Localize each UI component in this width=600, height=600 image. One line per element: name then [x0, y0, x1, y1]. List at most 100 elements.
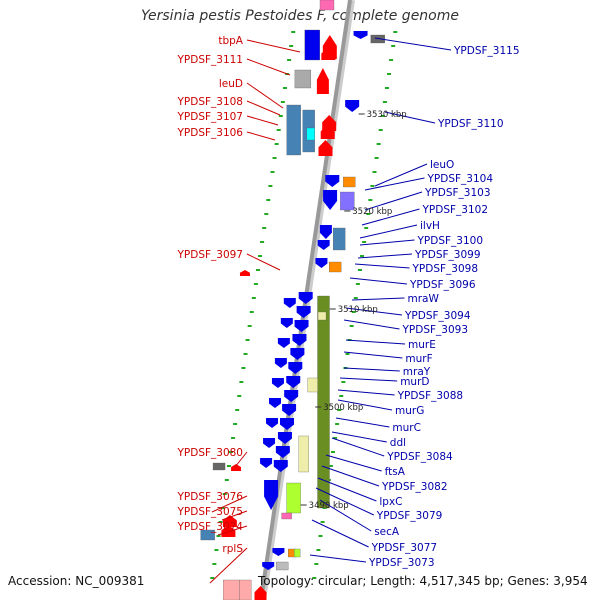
gene-label-right: YPDSF_3094 — [404, 310, 471, 322]
gene-label-left: YPDSF_3106 — [176, 127, 243, 139]
gene-arrow-up — [320, 125, 335, 139]
gene-box — [307, 377, 318, 393]
label-leader-left — [221, 510, 248, 521]
label-leader-right — [361, 208, 420, 226]
label-leader-right — [309, 554, 367, 563]
accession: Accession: NC_009381 — [8, 574, 145, 588]
gene-label-right: YPDSF_3096 — [409, 279, 476, 291]
gene-box — [340, 191, 355, 211]
gene-features — [200, 0, 385, 600]
genome-summary: Topology: circular; Length: 4,517,345 bp… — [258, 574, 588, 588]
gene-label-right: YPDSF_3104 — [427, 173, 494, 185]
gene-label-right: YPDSF_3077 — [371, 542, 438, 554]
gene-label-right: murF — [405, 353, 432, 365]
label-leader-right — [345, 307, 403, 316]
label-leader-right — [325, 454, 382, 472]
gene-label-right: YPDSF_3093 — [402, 324, 469, 336]
gene-arrow-down — [282, 404, 297, 416]
gene-box — [304, 29, 320, 61]
gene-arrow-up — [321, 48, 336, 60]
gene-arrow-down — [273, 460, 288, 472]
gene-arrow-down — [275, 446, 290, 458]
gene-box — [343, 176, 356, 188]
label-leader-right — [319, 499, 372, 532]
label-leader-left — [246, 253, 281, 271]
label-leader-left — [246, 131, 276, 141]
label-leader-right — [364, 191, 423, 211]
gene-box — [239, 579, 252, 600]
gene-arrow-down — [284, 390, 299, 402]
gene-arrow-down — [323, 190, 338, 210]
gene-arrow-down — [286, 376, 301, 388]
gene-label-right: secA — [374, 526, 400, 538]
gene-label-right: YPDSF_3079 — [376, 510, 443, 522]
gene-label-right: YPDSF_3102 — [422, 204, 489, 216]
gene-label-right: murC — [392, 422, 421, 434]
gene-arrow-up — [254, 586, 267, 600]
gene-label-left: YPDSF_3111 — [176, 54, 243, 66]
gene-box — [281, 512, 292, 520]
gene-box — [332, 227, 346, 251]
label-leader-right — [349, 277, 408, 285]
gene-box — [276, 561, 289, 571]
gene-box — [212, 462, 226, 471]
gene-arrow-down — [277, 338, 290, 348]
gene-label-right: YPDSF_3098 — [412, 263, 479, 275]
gene-label-right: mraY — [403, 366, 431, 378]
gene-label-right: YPDSF_3099 — [414, 249, 481, 261]
gene-arrow-down — [290, 348, 305, 360]
gene-label-right: YPDSF_3103 — [424, 187, 491, 199]
label-leader-right — [359, 224, 418, 239]
gene-arrow-down — [345, 100, 360, 112]
gene-arrow-down — [262, 562, 275, 570]
label-leader-right — [317, 477, 377, 502]
gene-arrow-down — [268, 398, 281, 408]
label-leader-right — [351, 297, 405, 301]
gene-arrow-down — [325, 175, 340, 187]
gene-box — [293, 548, 301, 558]
label-leader-left — [246, 39, 301, 53]
label-leader-left — [217, 525, 248, 536]
label-leader-right — [321, 465, 380, 487]
gene-label-right: YPDSF_3082 — [381, 481, 448, 493]
gene-label-right: leuO — [430, 159, 454, 171]
gene-label-right: ddl — [390, 437, 406, 449]
kbp-label: 3510 kbp — [338, 305, 378, 315]
gene-box — [286, 104, 301, 156]
gene-label-right: YPDSF_3088 — [397, 390, 464, 402]
label-leader-left — [246, 82, 284, 109]
label-leader-left — [234, 451, 248, 468]
label-leader-right — [337, 399, 393, 411]
gene-box — [319, 0, 335, 11]
gene-arrow-down — [315, 258, 328, 268]
gene-label-left: leuD — [219, 78, 243, 90]
gene-label-left: YPDSF_3080 — [176, 447, 243, 459]
label-leader-right — [331, 431, 387, 443]
gene-label-left: tbpA — [218, 35, 243, 47]
gene-box — [294, 69, 312, 89]
gene-arrow-down — [294, 320, 309, 332]
label-leader-right — [311, 519, 369, 548]
gene-arrow-down — [277, 432, 292, 444]
gene-label-right: mraW — [408, 293, 440, 305]
label-leader-left — [246, 115, 279, 126]
gene-labels: tbpA YPDSF_3111 leuD YPDSF_3108 YPDSF_3107 YP… — [176, 35, 519, 569]
label-leader-right — [331, 437, 385, 457]
gene-arrow-down — [288, 362, 303, 374]
gene-label-left: YPDSF_3076 — [176, 491, 243, 503]
kbp-scale: 3530 kbp 3520 kbp 3510 kbp 3500 kbp 3490 kbp — [300, 110, 407, 511]
gene-box — [317, 311, 327, 321]
gene-label-right: YPDSF_3115 — [453, 45, 520, 57]
label-leader-right — [364, 177, 425, 191]
gene-label-left: YPDSF_3097 — [176, 249, 243, 261]
kbp-label: 3500 kbp — [323, 403, 363, 413]
gene-arrow-down — [317, 240, 330, 250]
gene-arrow-down — [263, 438, 276, 448]
gene-arrow-down — [260, 458, 273, 468]
label-leader-right — [339, 377, 398, 382]
label-leader-right — [315, 487, 375, 516]
gene-arrow-up — [239, 270, 250, 276]
label-leader-right — [357, 253, 413, 259]
gene-arrow-down — [296, 306, 311, 318]
gene-arrow-down — [280, 418, 295, 430]
